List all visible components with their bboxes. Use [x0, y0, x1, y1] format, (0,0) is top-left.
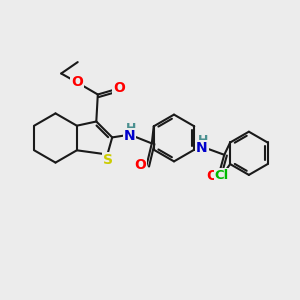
Text: O: O [134, 158, 146, 172]
Text: H: H [126, 122, 136, 135]
Text: O: O [113, 81, 125, 95]
Text: O: O [71, 76, 83, 89]
Text: O: O [206, 169, 218, 183]
Text: N: N [196, 141, 208, 155]
Text: S: S [103, 153, 113, 166]
Text: H: H [198, 134, 208, 147]
Text: Cl: Cl [214, 169, 229, 182]
Text: N: N [124, 129, 135, 142]
